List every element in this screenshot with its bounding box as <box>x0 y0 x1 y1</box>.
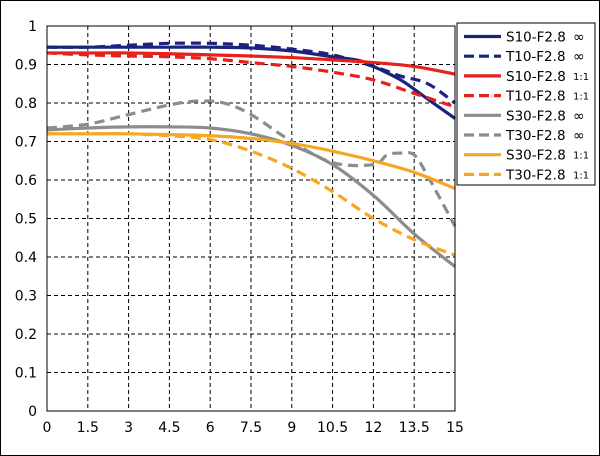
series-line-3 <box>46 51 456 109</box>
x-tick-label: 10.5 <box>317 420 348 436</box>
series-line-7 <box>47 132 456 257</box>
legend-label: T10-F2.8 <box>505 89 566 105</box>
y-tick-label: 0.1 <box>15 366 37 382</box>
x-tick-label: 9 <box>287 420 296 436</box>
legend-label: T30-F2.8 <box>505 167 566 183</box>
x-tick-label: 3 <box>124 420 133 436</box>
x-axis-ticks: 0 1.5 3 4.5 6 7.5 9 10.5 12 13.5 15 <box>43 420 464 436</box>
x-tick-label: 0 <box>43 420 52 436</box>
y-tick-label: 0.4 <box>15 250 37 266</box>
series-line-0 <box>46 45 456 120</box>
x-tick-label: 4.5 <box>158 420 180 436</box>
legend-label: S30-F2.8 <box>506 108 566 124</box>
plot-border <box>46 25 456 412</box>
y-tick-label: 0.6 <box>15 173 37 189</box>
legend-suffix: ∞ <box>573 30 585 46</box>
series-line-1 <box>46 41 456 105</box>
legend-suffix: 1:1 <box>573 72 589 83</box>
legend-suffix: ∞ <box>573 108 585 124</box>
series-line-2 <box>46 51 456 76</box>
legend-label: T30-F2.8 <box>505 128 566 144</box>
legend-label: S10-F2.8 <box>506 30 566 46</box>
legend-suffix: 1:1 <box>573 92 589 103</box>
series-line-5 <box>46 99 457 227</box>
y-tick-label: 0.9 <box>15 58 37 74</box>
legend: S10-F2.8 ∞ T10-F2.8 ∞ S10-F2.8 1:1 T10-F2.8 1:1… <box>456 22 596 186</box>
x-tick-label: 1.5 <box>77 420 99 436</box>
legend-box <box>456 22 596 186</box>
y-tick-label: 0.2 <box>15 327 37 343</box>
x-tick-label: 15 <box>446 420 464 436</box>
x-tick-label: 6 <box>206 420 215 436</box>
y-tick-label: 0 <box>28 404 37 420</box>
x-tick-label: 12 <box>364 420 382 436</box>
legend-suffix: ∞ <box>573 49 585 65</box>
y-tick-label: 0.7 <box>15 135 37 151</box>
legend-label: S30-F2.8 <box>506 148 566 164</box>
legend-suffix: ∞ <box>573 128 585 144</box>
y-tick-label: 0.3 <box>15 289 37 305</box>
y-axis-ticks: 0 0.1 0.2 0.3 0.4 0.5 0.6 0.7 0.8 0.9 1 <box>15 19 37 420</box>
legend-suffix: 1:1 <box>573 151 589 162</box>
x-tick-label: 13.5 <box>399 420 430 436</box>
y-tick-label: 0.8 <box>15 96 37 112</box>
series-layer <box>46 41 457 268</box>
series-line-4 <box>46 125 457 268</box>
x-tick-label: 7.5 <box>240 420 262 436</box>
legend-label: S10-F2.8 <box>506 69 566 85</box>
legend-label: T10-F2.8 <box>505 49 566 65</box>
y-tick-label: 1 <box>28 19 37 35</box>
legend-suffix: 1:1 <box>573 170 589 181</box>
y-tick-label: 0.5 <box>15 212 37 228</box>
